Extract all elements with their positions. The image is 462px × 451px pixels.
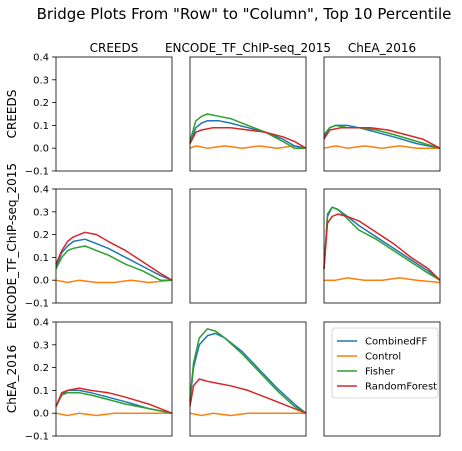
- series-line-fisher: [55, 391, 173, 414]
- panel-frame: [323, 188, 441, 304]
- y-tick-label: 0.2: [33, 98, 49, 109]
- series-line-randomforest: [55, 387, 173, 414]
- y-tick-label: 0.1: [33, 121, 49, 132]
- series-line-fisher: [189, 113, 306, 149]
- series-line-combinedff: [189, 120, 307, 149]
- panel-frame: [189, 56, 307, 172]
- panel-r1-c1: [189, 188, 307, 304]
- y-tick-label: 0.2: [33, 363, 49, 374]
- y-tick-label: 0.3: [33, 340, 49, 351]
- series-line-fisher: [189, 328, 307, 414]
- y-tick-label: 0.0: [33, 144, 49, 155]
- y-tick-label: −0.1: [25, 432, 49, 443]
- legend-box: [331, 327, 439, 399]
- row-label: ChEA_2016: [5, 345, 19, 413]
- y-tick-label: 0.4: [33, 185, 49, 196]
- y-tick-label: 0.2: [33, 230, 49, 241]
- panel-r2-c2: CombinedFF Control Fisher RandomForest: [323, 321, 441, 437]
- column-title: ChEA_2016: [348, 41, 416, 55]
- y-tick-label: 0.0: [33, 276, 49, 287]
- legend-label: CombinedFF: [365, 337, 428, 348]
- column-title: CREEDS: [90, 41, 139, 55]
- figure-title: Bridge Plots From "Row" to "Column", Top…: [37, 5, 452, 23]
- column-title: ENCODE_TF_ChIP-seq_2015: [165, 41, 331, 55]
- series-line-control: [189, 412, 306, 417]
- panel-r0-c0: [55, 56, 173, 172]
- series-line-fisher: [323, 206, 441, 281]
- y-tick-label: −0.1: [25, 299, 49, 310]
- y-tick-label: 0.1: [33, 253, 49, 264]
- y-tick-label: 0.3: [33, 75, 49, 86]
- series-line-fisher: [55, 245, 172, 281]
- panel-frame: [323, 321, 441, 437]
- panel-r1-c2: [323, 188, 441, 304]
- y-tick-label: 0.1: [33, 386, 49, 397]
- y-tick-label: 0.0: [33, 409, 49, 420]
- panel-frame: [189, 188, 307, 304]
- y-tick-label: −0.1: [25, 167, 49, 178]
- series-line-randomforest: [323, 126, 441, 149]
- legend-label: RandomForest: [365, 382, 437, 393]
- series-line-control: [55, 412, 172, 417]
- panel-r0-c1: [189, 56, 307, 172]
- row-label: CREEDS: [5, 90, 19, 139]
- panel-r1-c0: [55, 188, 173, 304]
- panel-frame: [55, 188, 173, 304]
- panel-grid: CREEDS ENCODE_TF_ChIP-seq_2015 ChEA_2016 CR…: [5, 41, 441, 443]
- legend-label: Fisher: [365, 367, 396, 378]
- series-line-control: [323, 145, 440, 149]
- panel-r2-c1: [189, 321, 307, 437]
- series-line-combinedff: [55, 238, 173, 281]
- series-line-randomforest: [189, 126, 307, 149]
- series-line-control: [55, 279, 173, 284]
- series-line-randomforest: [55, 231, 173, 281]
- row-label: ENCODE_TF_ChIP-seq_2015: [5, 163, 19, 329]
- panel-frame: [55, 321, 173, 437]
- panel-frame: [55, 56, 173, 172]
- y-tick-label: 0.3: [33, 207, 49, 218]
- series-line-control: [189, 145, 307, 149]
- series-line-randomforest: [189, 378, 307, 414]
- legend-label: Control: [365, 352, 401, 363]
- y-tick-label: 0.4: [33, 318, 49, 329]
- series-line-control: [324, 277, 441, 284]
- panel-frame: [323, 56, 441, 172]
- panel-frame: [189, 321, 307, 437]
- panel-r0-c2: [323, 56, 441, 172]
- panel-r2-c0: [55, 321, 173, 437]
- series-line-randomforest: [323, 213, 441, 281]
- y-tick-label: 0.4: [33, 53, 49, 64]
